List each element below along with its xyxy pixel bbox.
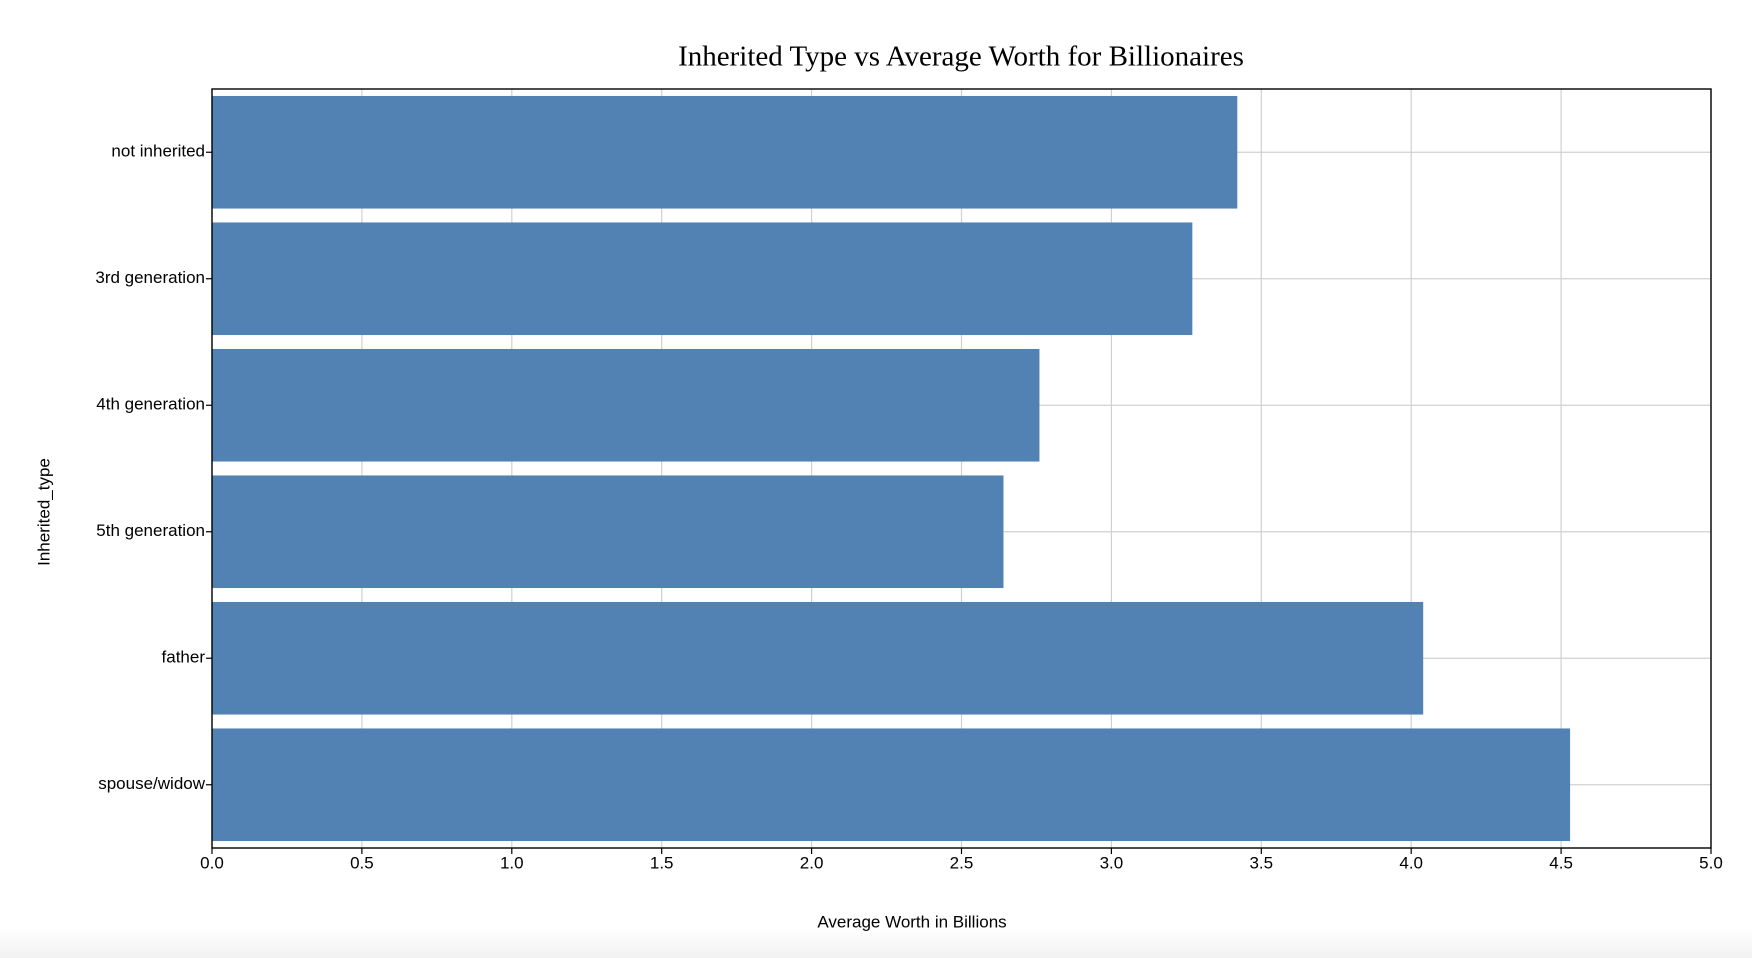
y-tick-label: 3rd generation <box>95 268 205 287</box>
x-tick-label: 1.0 <box>500 853 524 872</box>
x-tick-label: 3.5 <box>1249 853 1273 872</box>
x-tick-label: 0.5 <box>350 853 374 872</box>
bar <box>212 475 1004 589</box>
bar <box>212 728 1571 842</box>
bar <box>212 222 1193 336</box>
chart-title: Inherited Type vs Average Worth for Bill… <box>678 41 1244 73</box>
y-axis-title: Inherited_type <box>34 458 53 566</box>
bar <box>212 601 1424 715</box>
x-tick-label: 2.0 <box>800 853 824 872</box>
x-tick-label: 5.0 <box>1699 853 1723 872</box>
x-tick-label: 4.0 <box>1399 853 1423 872</box>
x-axis-title: Average Worth in Billions <box>817 912 1006 931</box>
x-tick-label: 1.5 <box>650 853 674 872</box>
bar <box>212 348 1040 462</box>
x-tick-label: 4.5 <box>1549 853 1573 872</box>
footer-band <box>0 928 1752 958</box>
y-tick-label: 5th generation <box>96 521 205 540</box>
y-tick-label: not inherited <box>111 142 205 161</box>
y-tick-label: 4th generation <box>96 395 205 414</box>
x-tick-label: 2.5 <box>950 853 974 872</box>
x-tick-label: 0.0 <box>200 853 224 872</box>
y-tick-label: father <box>162 648 206 667</box>
plot-frame <box>211 88 1712 849</box>
bar <box>212 95 1238 209</box>
x-tick-label: 3.0 <box>1100 853 1124 872</box>
y-tick-label: spouse/widow <box>98 774 206 793</box>
